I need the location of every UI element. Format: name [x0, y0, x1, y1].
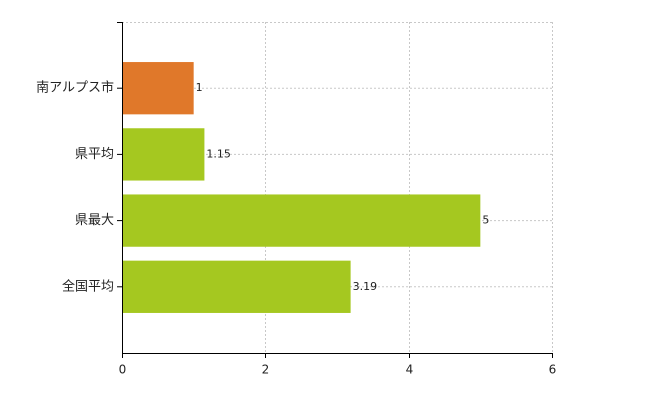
y-tick-label: 県平均	[75, 147, 114, 162]
x-tick-label: 0	[119, 363, 127, 377]
x-tick-label: 4	[406, 363, 414, 377]
value-label: 1	[196, 81, 203, 94]
bar	[122, 128, 205, 181]
bar	[122, 260, 351, 313]
bar	[122, 194, 481, 247]
value-label: 1.15	[206, 147, 231, 160]
x-tick-label: 6	[549, 363, 557, 377]
value-label: 5	[482, 214, 489, 227]
value-label: 3.19	[353, 280, 378, 293]
y-tick-label: 南アルプス市	[36, 80, 114, 96]
y-tick-label: 全国平均	[62, 278, 114, 294]
bar	[122, 62, 194, 115]
y-tick-label: 県最大	[75, 213, 114, 228]
x-tick-label: 2	[262, 363, 270, 377]
